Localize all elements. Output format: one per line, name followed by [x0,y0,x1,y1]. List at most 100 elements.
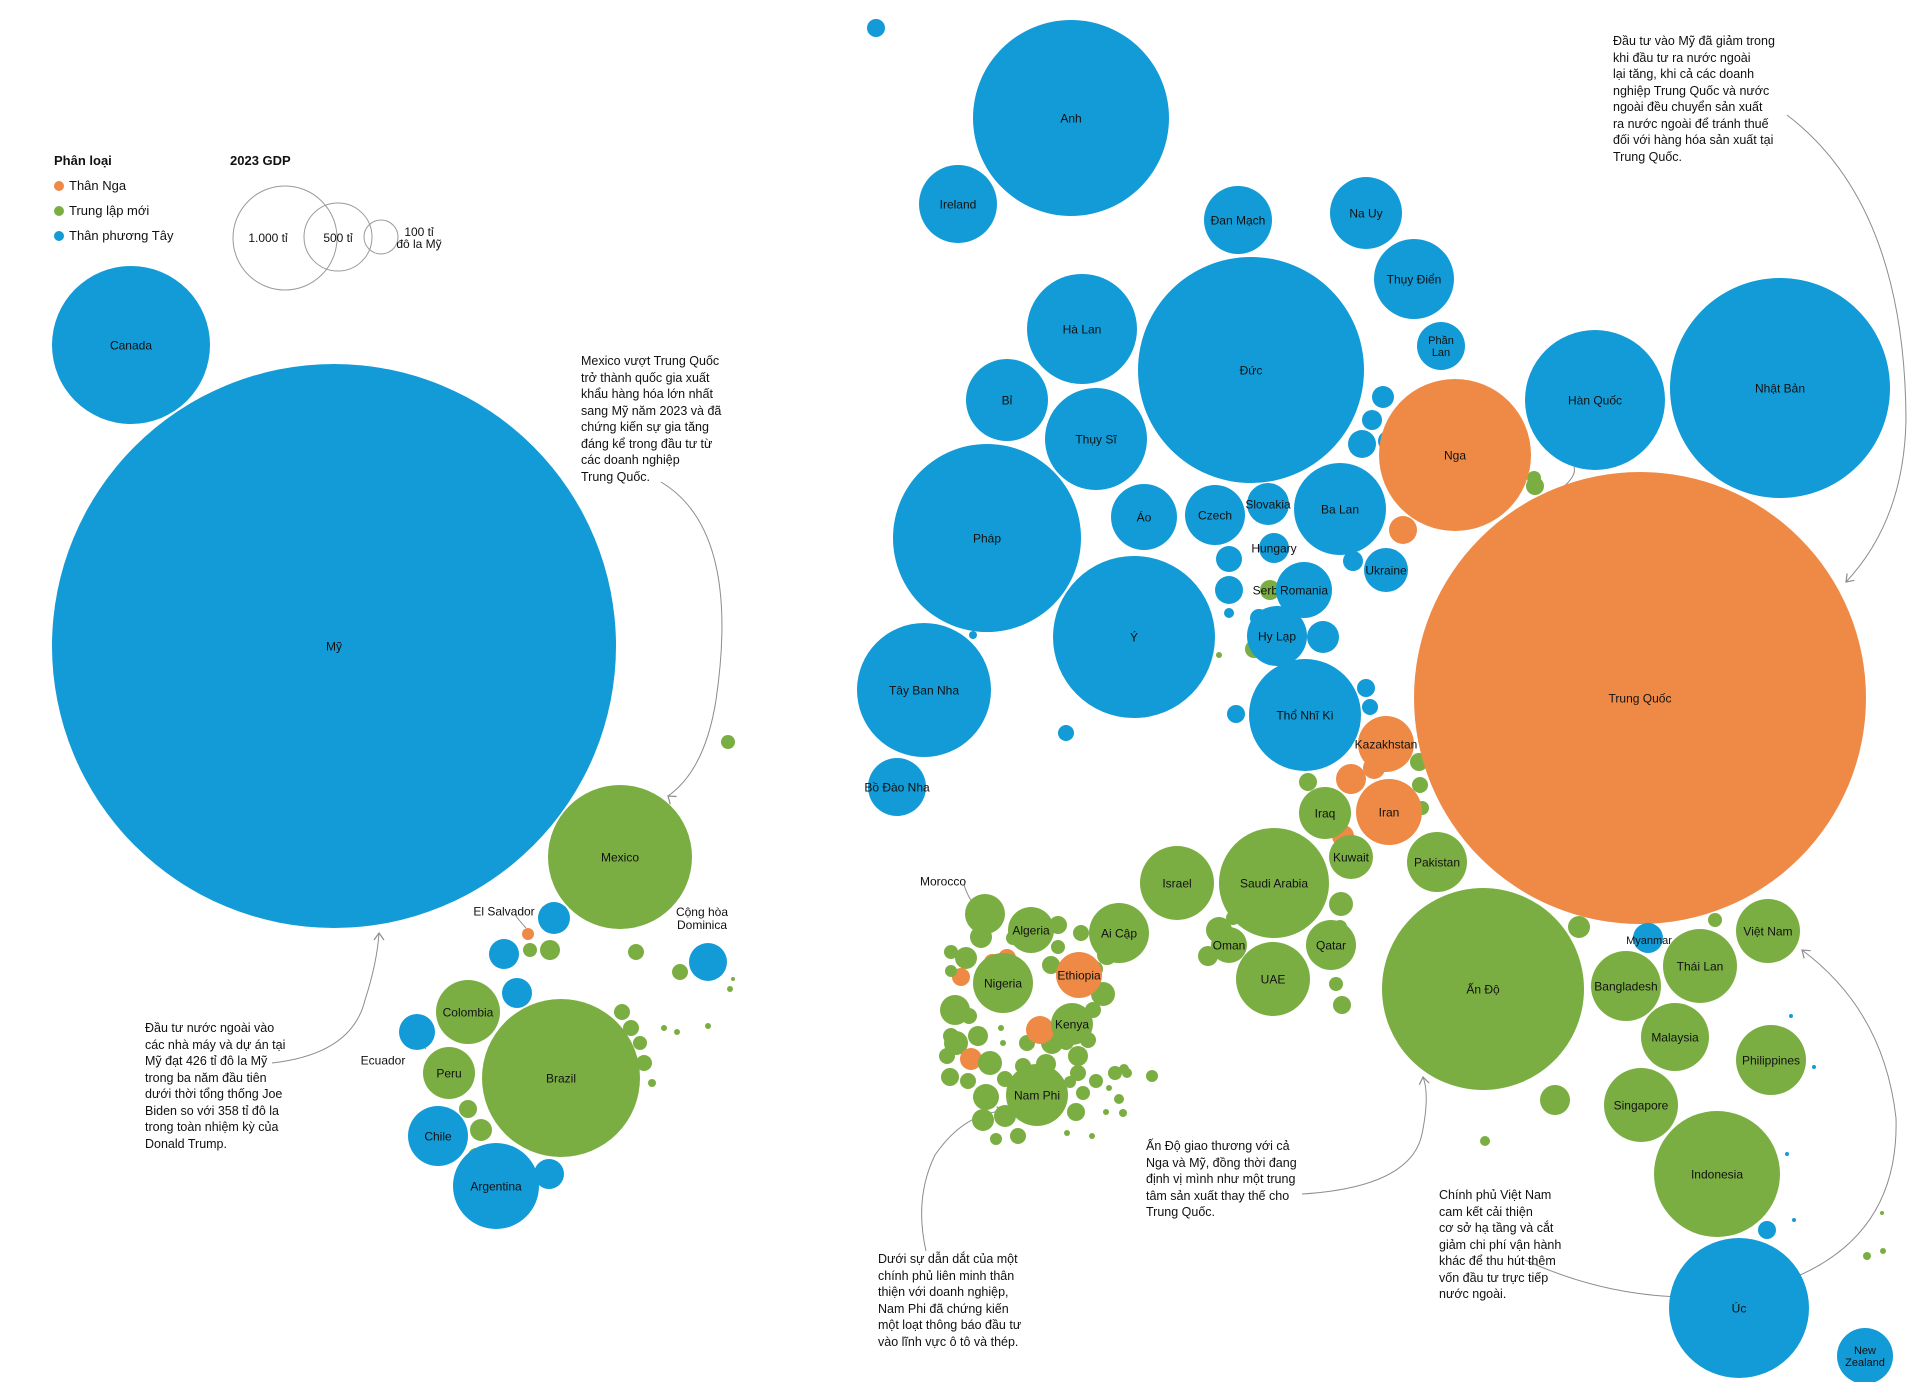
label-pakistan: Pakistan [1414,855,1460,869]
bubble-small-country [628,944,644,960]
bubble-nigeria [973,953,1033,1013]
label-philippines: Philippines [1742,1053,1800,1067]
bubble-mong-co [1526,477,1544,495]
legend-swatch-pro-russia [54,180,64,191]
arrowhead-icon [667,795,677,805]
label-uae: UAE [1261,972,1286,986]
bubble-small-country [1336,764,1366,794]
label-el-salvador: El Salvador [473,904,534,918]
label-ao: Áo [1137,509,1152,524]
label-bangladesh: Bangladesh [1594,979,1657,993]
label-colombia: Colombia [443,1005,494,1019]
bubble-small-country [1122,1068,1132,1078]
annotation-vietnam: Chính phủ Việt Nam cam kết cải thiện cơ … [1439,1188,1562,1301]
bubble-small-country [1357,679,1375,697]
bubble-indonesia [1654,1111,1780,1237]
bubble-nga [1379,379,1531,531]
bubble-small-country [470,1119,492,1141]
bubble-anh [973,20,1169,216]
label-myanmar: Myanmar [1626,935,1672,947]
bubble-qatar [1306,920,1356,970]
connector-line [921,1110,1005,1252]
bubble-small-country [961,1008,977,1024]
bubble-new-zealand [1837,1328,1893,1382]
connector-line [1301,1076,1427,1195]
bubble-viet-nam [1736,899,1800,963]
connector-line [660,481,723,797]
bubble-small-country [648,1079,656,1087]
label-morocco: Morocco [920,874,966,888]
bubble-ba-lan [1294,463,1386,555]
label-ha-lan: Hà Lan [1063,322,1102,336]
bubble-morocco [965,894,1005,934]
bubble-duc [1138,257,1364,483]
bubble-small-country [1333,996,1351,1014]
bubble-small-country [1070,1065,1086,1081]
label-israel: Israel [1162,876,1191,890]
label-an-do: Ấn Độ [1466,981,1500,996]
label-thuy-si: Thụy Sĩ [1075,432,1117,446]
bubble-small-country [1758,1221,1776,1239]
bubble-thuy-dien [1374,239,1454,319]
label-ai-cap: Ai Cập [1101,926,1137,940]
bubble-bangladesh [1591,951,1661,1021]
label-uc: Úc [1732,1300,1747,1315]
bubble-pakistan [1407,832,1467,892]
bubble-cong-hoa-dominica [689,943,727,981]
bubble-small-country [1089,1133,1095,1139]
bubble-serbia [1260,580,1280,600]
label-new-zealand: New Zealand [1845,1345,1885,1369]
bubble-small-country [867,19,885,37]
bubble-chile [408,1106,468,1166]
size-legend-label: 100 tỉ đô la Mỹ [396,225,441,251]
label-ba-lan: Ba Lan [1321,502,1359,516]
bubble-my [52,364,616,928]
bubble-nam-phi [1006,1064,1068,1126]
bubble-small-country [1307,621,1339,653]
label-peru: Peru [436,1066,461,1080]
label-ireland: Ireland [940,197,977,211]
bubble-small-country [969,631,977,639]
bubble-small-country [1329,977,1343,991]
label-singapore: Singapore [1614,1098,1669,1112]
bubble-philippines [1736,1025,1806,1095]
label-romania: Romania [1280,583,1328,597]
bubble-small-country [1010,1128,1026,1144]
bubble-small-country [973,1084,999,1110]
label-y: Ý [1130,629,1138,644]
label-iran: Iran [1379,805,1400,819]
bubble-small-country [523,943,537,957]
label-slovakia: Slovakia [1245,497,1291,511]
connector-line [514,913,527,929]
bubble-small-country [636,1055,652,1071]
annotation-southafrica: Dưới sự dẫn dắt của một chính phủ liên m… [878,1252,1022,1349]
label-phan-lan: Phần Lan [1428,335,1454,359]
bubble-hungary [1259,533,1289,563]
label-thai-lan: Thái Lan [1677,959,1724,973]
arrowhead-icon [1418,1075,1430,1086]
bubble-na-uy [1330,177,1402,249]
bubble-small-country [1708,913,1722,927]
bubble-small-country [614,1004,630,1020]
legend-item-neutral: Trung lập mới [54,203,173,218]
label-kazakhstan: Kazakhstan [1355,737,1418,751]
bubble-small-country [459,1100,477,1118]
bubble-peru [423,1047,475,1099]
bubble-phan-lan [1417,322,1465,370]
bubble-small-country [661,1025,667,1031]
label-nhat-ban: Nhật Bản [1755,381,1805,395]
bubble-small-country [944,945,958,959]
bubble-small-country [1068,1046,1088,1066]
connector-line [1524,949,1897,1298]
bubble-small-country [1372,386,1394,408]
bubble-small-country [1103,1109,1109,1115]
annotation-china: Đầu tư vào Mỹ đã giảm trong khi đầu tư r… [1613,34,1775,164]
bubble-ai-cap [1089,903,1149,963]
label-czech: Czech [1198,508,1232,522]
bubble-algeria [1008,907,1054,953]
bubble-saudi-arabia [1219,828,1329,938]
bubble-small-country [623,1020,639,1036]
connector-line [1786,114,1907,583]
legend-label-pro-west: Thân phương Tây [69,228,174,243]
